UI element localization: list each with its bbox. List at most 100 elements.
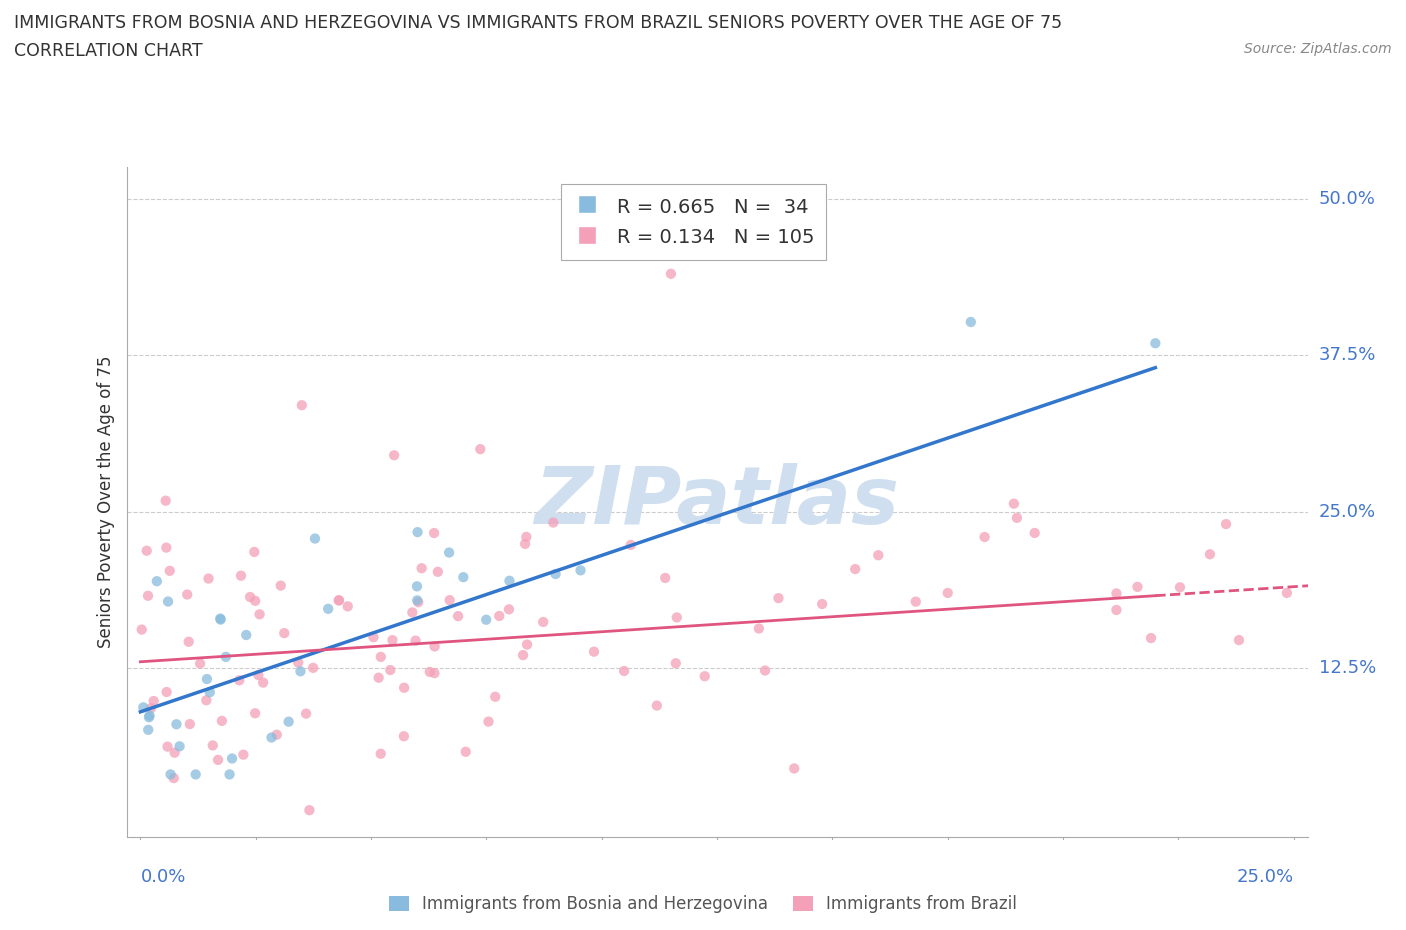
Point	[470, 442, 492, 457]
Point	[209, 612, 232, 627]
Point	[392, 681, 415, 696]
Point	[370, 746, 392, 761]
Point	[654, 570, 676, 585]
Point	[484, 689, 506, 704]
Point	[408, 595, 430, 610]
Point	[218, 767, 240, 782]
Point	[381, 632, 404, 647]
Point	[454, 744, 477, 759]
Point	[1144, 336, 1167, 351]
Point	[367, 671, 389, 685]
Point	[142, 694, 165, 709]
Point	[302, 660, 325, 675]
Y-axis label: Seniors Poverty Over the Age of 75: Seniors Poverty Over the Age of 75	[97, 356, 115, 648]
Text: 0.0%: 0.0%	[141, 868, 186, 885]
Point	[620, 538, 643, 552]
Legend: Immigrants from Bosnia and Herzegovina, Immigrants from Brazil: Immigrants from Bosnia and Herzegovina, …	[381, 887, 1025, 922]
Text: 25.0%: 25.0%	[1319, 502, 1376, 521]
Point	[291, 398, 314, 413]
Point	[287, 655, 309, 670]
Point	[135, 543, 157, 558]
Point	[195, 693, 218, 708]
Point	[959, 314, 981, 329]
Point	[401, 605, 423, 620]
Point	[423, 639, 446, 654]
Point	[1199, 547, 1222, 562]
Point	[582, 644, 605, 659]
Point	[239, 590, 262, 604]
Point	[136, 723, 159, 737]
Point	[475, 612, 498, 627]
Point	[477, 714, 499, 729]
Point	[229, 568, 252, 583]
Point	[155, 684, 177, 699]
Point	[138, 710, 160, 724]
Text: IMMIGRANTS FROM BOSNIA AND HERZEGOVINA VS IMMIGRANTS FROM BRAZIL SENIORS POVERTY: IMMIGRANTS FROM BOSNIA AND HERZEGOVINA V…	[14, 14, 1062, 32]
Point	[155, 493, 177, 508]
Point	[328, 593, 350, 608]
Point	[498, 574, 520, 589]
Point	[197, 571, 219, 586]
Point	[260, 730, 283, 745]
Point	[232, 747, 254, 762]
Point	[513, 537, 536, 551]
Point	[198, 684, 221, 699]
Point	[768, 591, 790, 605]
Point	[748, 621, 770, 636]
Point	[665, 656, 688, 671]
Point	[184, 767, 207, 782]
Point	[316, 602, 339, 617]
Point	[215, 649, 238, 664]
Point	[1140, 631, 1163, 645]
Point	[693, 669, 716, 684]
Point	[363, 630, 385, 644]
Point	[235, 628, 257, 643]
Point	[156, 739, 179, 754]
Point	[177, 634, 200, 649]
Point	[201, 738, 224, 753]
Point	[447, 609, 470, 624]
Point	[243, 544, 266, 559]
Point	[188, 657, 211, 671]
Point	[159, 564, 181, 578]
Legend: R = 0.665   N =  34, R = 0.134   N = 105: R = 0.665 N = 34, R = 0.134 N = 105	[561, 184, 827, 259]
Point	[195, 671, 218, 686]
Point	[138, 708, 160, 723]
Point	[273, 626, 295, 641]
Point	[270, 578, 292, 593]
Point	[1105, 586, 1128, 601]
Point	[157, 594, 180, 609]
Point	[249, 607, 271, 622]
Point	[295, 706, 318, 721]
Point	[252, 675, 274, 690]
Point	[277, 714, 299, 729]
Point	[423, 666, 446, 681]
Point	[569, 563, 592, 578]
Point	[498, 602, 520, 617]
Point	[1275, 586, 1298, 601]
Point	[211, 713, 233, 728]
Point	[754, 663, 776, 678]
Point	[1227, 632, 1250, 647]
Point	[515, 529, 537, 544]
Point	[439, 592, 461, 607]
Point	[453, 570, 475, 585]
Point	[380, 662, 402, 677]
Point	[179, 717, 201, 732]
Point	[406, 578, 429, 593]
Point	[221, 751, 243, 766]
Point	[290, 664, 312, 679]
Point	[437, 545, 460, 560]
Point	[176, 587, 198, 602]
Point	[266, 727, 288, 742]
Point	[516, 637, 538, 652]
Point	[1168, 580, 1191, 595]
Point	[1215, 517, 1237, 532]
Point	[165, 717, 187, 732]
Point	[209, 611, 232, 626]
Point	[163, 771, 186, 786]
Point	[155, 540, 177, 555]
Text: 50.0%: 50.0%	[1319, 190, 1375, 207]
Point	[370, 649, 392, 664]
Point	[328, 592, 350, 607]
